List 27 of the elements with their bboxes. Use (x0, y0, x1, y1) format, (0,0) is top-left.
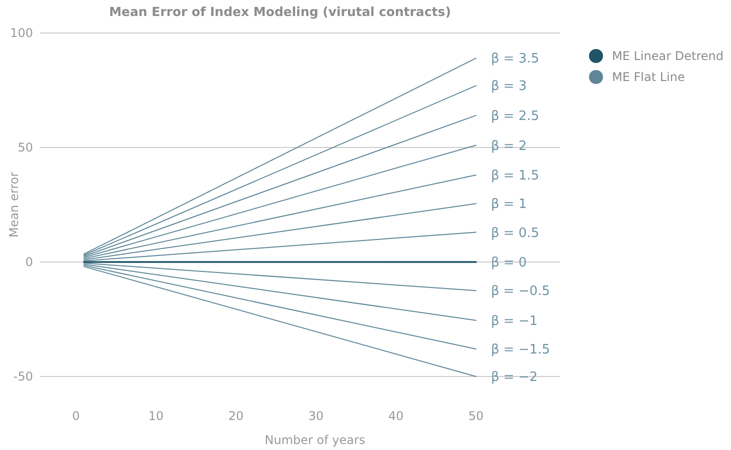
annotation: β = 3 (491, 79, 527, 94)
chart-title: Mean Error of Index Modeling (virutal contracts) (109, 4, 451, 19)
annotation: β = −0.5 (491, 284, 550, 300)
y-tick-label: 0 (25, 255, 33, 270)
annotation: β = 1.5 (491, 168, 540, 184)
annotation: β = −1 (491, 314, 538, 329)
y-axis-title: Mean error (7, 172, 21, 238)
y-tick-label: 50 (18, 140, 33, 155)
legend-label: ME Linear Detrend (612, 49, 724, 64)
x-tick-label: 30 (308, 409, 324, 423)
annotation: β = −2 (491, 370, 538, 386)
annotation: β = 2 (491, 138, 527, 154)
annotation: β = 0.5 (491, 226, 540, 241)
annotation: β = 2.5 (491, 108, 540, 124)
annotation: β = 0 (491, 256, 527, 271)
y-tick-label: -50 (13, 370, 33, 384)
x-tick-label: 50 (468, 409, 484, 423)
x-tick-label: 10 (148, 409, 164, 423)
x-axis-title: Number of years (264, 433, 366, 447)
annotation: β = −1.5 (491, 342, 550, 358)
x-tick-label: 0 (72, 409, 80, 423)
annotation: β = 3.5 (491, 52, 540, 67)
y-tick-label: 100 (10, 26, 33, 40)
annotation: β = 1 (491, 197, 527, 212)
legend-label: ME Flat Line (612, 70, 685, 84)
x-tick-label: 40 (388, 409, 404, 423)
x-tick-label: 20 (228, 409, 244, 423)
